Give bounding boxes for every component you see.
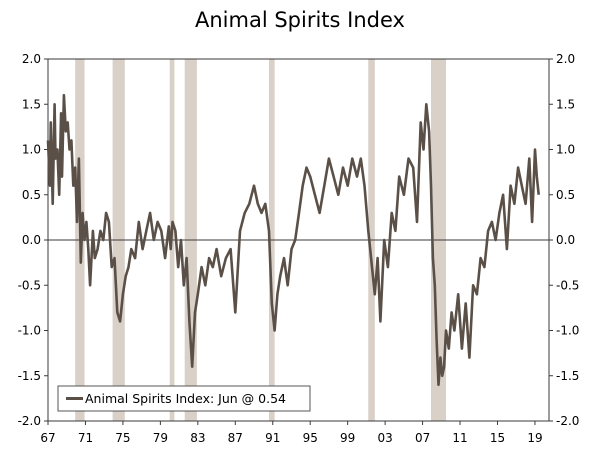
y-tick-label: 0.5: [556, 188, 575, 202]
x-tick-label: 83: [190, 431, 205, 445]
y-tick-label: -2.0: [18, 414, 41, 428]
y-axis-right: 2.0 1.5 1.0 0.5 0.0 -0.5 -1.0 -1.5 -2.0: [549, 52, 579, 428]
x-tick-label: 75: [115, 431, 130, 445]
legend-box: [57, 385, 311, 412]
x-axis: 67 71 75 79 83 87 91 95 99 03 07 11 15 19: [40, 421, 543, 445]
y-tick-label: -0.5: [556, 278, 579, 292]
x-tick-label: 71: [78, 431, 93, 445]
x-tick-label: 95: [303, 431, 318, 445]
x-tick-label: 99: [340, 431, 355, 445]
x-tick-label: 07: [415, 431, 430, 445]
y-tick-label: -2.0: [556, 414, 579, 428]
y-tick-label: 1.0: [22, 143, 41, 157]
y-tick-label: 0.0: [556, 233, 575, 247]
x-tick-label: 15: [490, 431, 505, 445]
y-tick-label: 1.5: [22, 97, 41, 111]
animal-spirits-series-line: [46, 93, 540, 387]
y-tick-label: 2.0: [22, 52, 41, 66]
x-tick-label: 67: [40, 431, 55, 445]
y-tick-label: -1.5: [556, 369, 579, 383]
legend-label: Animal Spirits Index: Jun @ 0.54: [85, 391, 286, 406]
chart-title: Animal Spirits Index: [195, 8, 405, 32]
y-tick-label: 0.0: [22, 233, 41, 247]
x-tick-label: 11: [452, 431, 467, 445]
x-tick-label: 03: [377, 431, 392, 445]
x-tick-label: 19: [527, 431, 542, 445]
y-tick-label: -0.5: [18, 278, 41, 292]
y-tick-label: -1.0: [18, 324, 41, 338]
y-tick-label: -1.5: [18, 369, 41, 383]
y-tick-label: 0.5: [22, 188, 41, 202]
y-tick-label: 2.0: [556, 52, 575, 66]
y-axis-left: 2.0 1.5 1.0 0.5 0.0 -0.5 -1.0 -1.5 -2.0: [18, 52, 48, 428]
y-tick-label: 1.5: [556, 97, 575, 111]
x-tick-label: 87: [228, 431, 243, 445]
y-tick-label: 1.0: [556, 143, 575, 157]
x-tick-label: 91: [265, 431, 280, 445]
legend: Animal Spirits Index: Jun @ 0.54: [57, 385, 311, 412]
y-tick-label: -1.0: [556, 324, 579, 338]
x-tick-label: 79: [153, 431, 168, 445]
